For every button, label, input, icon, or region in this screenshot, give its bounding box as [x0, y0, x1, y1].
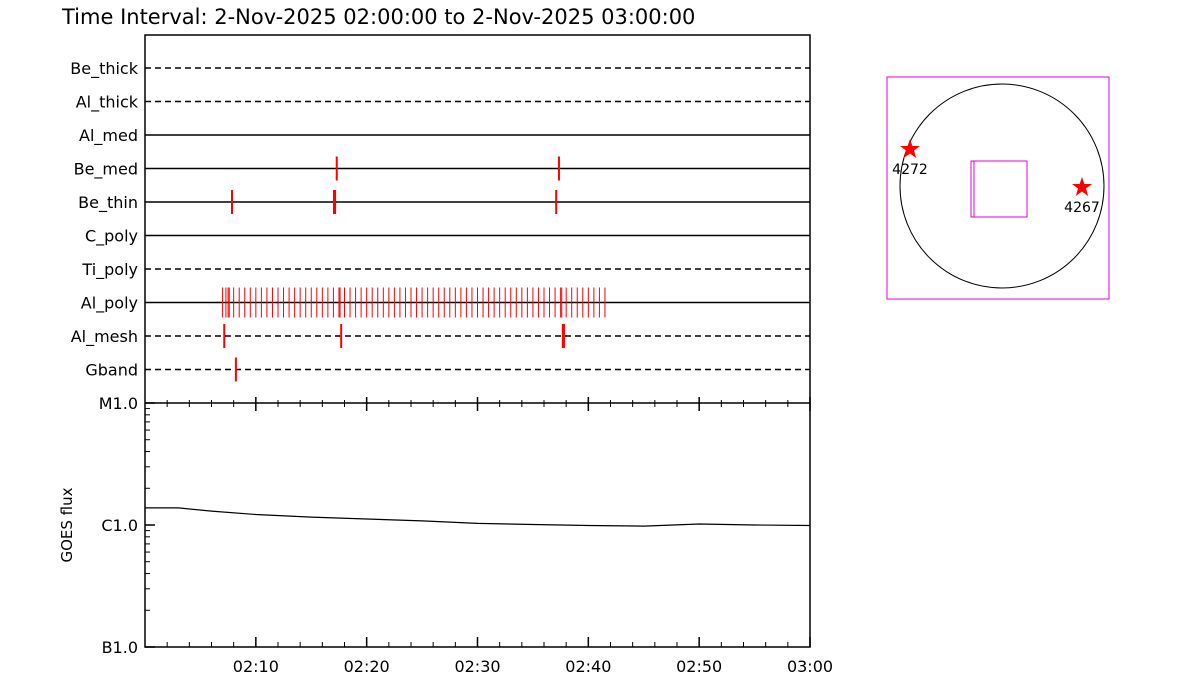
- region-marker: [1072, 177, 1092, 196]
- plot-frame: [144, 34, 811, 648]
- fov-box: [886, 76, 1110, 300]
- row-label: Be_thick: [70, 59, 138, 79]
- x-tick-label: 02:20: [344, 657, 390, 676]
- row-label: Al_mesh: [71, 327, 138, 347]
- region-label: 4272: [892, 162, 928, 178]
- pointing-box: [973, 160, 1028, 218]
- x-tick-label: 02:10: [233, 657, 279, 676]
- row-label: Be_thin: [78, 193, 138, 213]
- goes-curve: [145, 507, 811, 527]
- y-tick-label: C1.0: [101, 516, 138, 535]
- row-label: Al_poly: [81, 294, 138, 314]
- sun-disk: 4272 4267: [886, 76, 1110, 300]
- y-axis-label: GOES flux: [58, 487, 76, 562]
- solar-limb: [899, 83, 1105, 289]
- row-label: Be_med: [74, 160, 138, 180]
- x-tick-label: 02:50: [676, 657, 722, 676]
- row-label: Al_med: [79, 126, 138, 146]
- row-label: Al_thick: [76, 93, 139, 113]
- region-label: 4267: [1064, 200, 1100, 216]
- row-label: Gband: [85, 361, 138, 380]
- y-tick-label: M1.0: [99, 394, 138, 413]
- region-marker: [900, 139, 920, 158]
- y-tick-label: B1.0: [102, 638, 138, 657]
- row-label: C_poly: [85, 227, 138, 247]
- x-tick-label: 02:40: [565, 657, 611, 676]
- pointing-box: [970, 160, 1028, 218]
- chart-title: Time Interval: 2-Nov-2025 02:00:00 to 2-…: [61, 5, 695, 29]
- x-tick-label: 02:30: [454, 657, 500, 676]
- row-label: Ti_poly: [81, 260, 138, 280]
- x-tick-label: 03:00: [787, 657, 833, 676]
